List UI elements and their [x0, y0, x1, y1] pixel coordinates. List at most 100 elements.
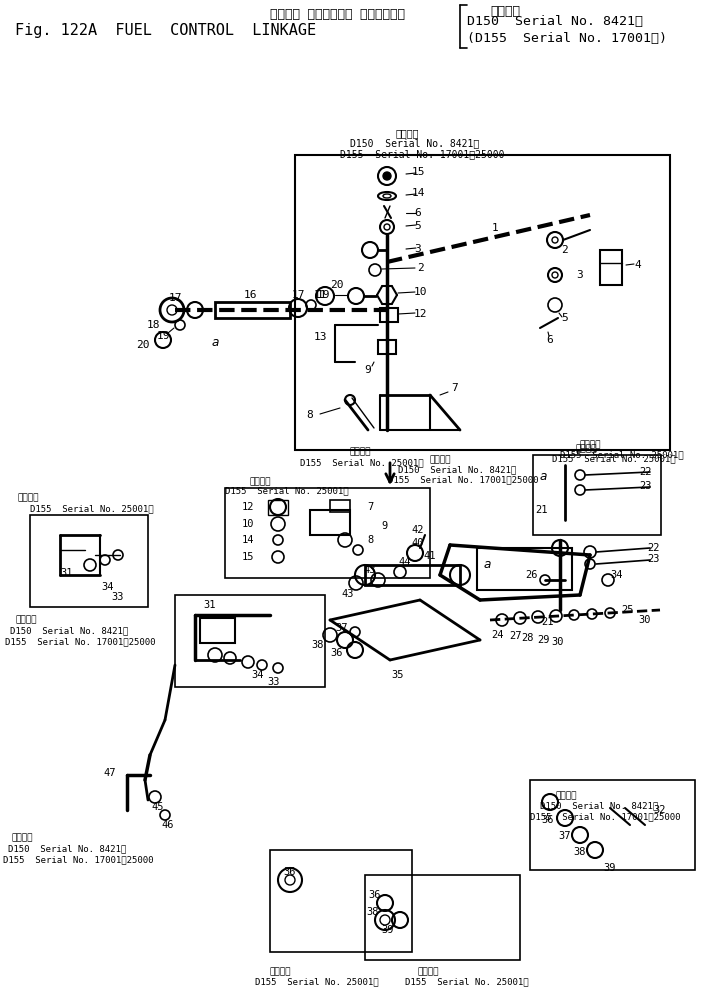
Text: 10: 10: [413, 287, 427, 297]
Text: 適用号機: 適用号機: [350, 448, 372, 457]
Text: 17: 17: [169, 293, 182, 303]
Text: 41: 41: [424, 551, 437, 561]
Text: 36: 36: [542, 815, 555, 825]
Text: D155  Serial No. 25001～: D155 Serial No. 25001～: [225, 487, 348, 496]
Text: D155  Serial No. 17001～25000: D155 Serial No. 17001～25000: [340, 149, 505, 159]
Text: D150  Serial No. 8421～: D150 Serial No. 8421～: [540, 802, 658, 811]
Text: 12: 12: [242, 502, 255, 512]
Text: 2: 2: [562, 245, 568, 255]
Bar: [225, 488, 430, 578]
Text: 32: 32: [653, 805, 666, 815]
Bar: [215, 302, 290, 318]
Text: 36: 36: [284, 867, 296, 877]
Text: 25: 25: [621, 605, 634, 615]
Bar: [600, 250, 622, 285]
Text: 6: 6: [547, 335, 553, 345]
Text: D150  Serial No. 8421～: D150 Serial No. 8421～: [398, 466, 516, 475]
Bar: [378, 340, 396, 354]
Text: 36: 36: [331, 648, 343, 658]
Circle shape: [380, 915, 390, 925]
Text: D150  Serial No. 8421～: D150 Serial No. 8421～: [467, 14, 643, 27]
Text: 2: 2: [417, 263, 423, 273]
Text: 19: 19: [156, 331, 170, 341]
Text: 26: 26: [525, 570, 538, 580]
Text: 35: 35: [392, 670, 405, 680]
Text: 39: 39: [382, 925, 395, 935]
Bar: [310, 510, 350, 535]
Text: D155  Serial No. 17001～25000: D155 Serial No. 17001～25000: [388, 476, 538, 485]
Text: 31: 31: [204, 600, 216, 610]
Text: 8: 8: [367, 535, 373, 545]
Text: フェエル コントロール リンケージ（: フェエル コントロール リンケージ（: [270, 7, 405, 20]
Text: 36: 36: [369, 890, 381, 900]
Text: 適用号機: 適用号機: [490, 4, 520, 17]
Text: D155  Serial No. 17001～25000: D155 Serial No. 17001～25000: [530, 813, 680, 822]
Text: 19: 19: [316, 290, 330, 300]
Text: D155  Serial No. 25001～: D155 Serial No. 25001～: [255, 978, 379, 987]
Text: (D155  Serial No. 17001～): (D155 Serial No. 17001～): [467, 31, 667, 44]
Text: Fig. 122A  FUEL  CONTROL  LINKAGE: Fig. 122A FUEL CONTROL LINKAGE: [15, 22, 316, 37]
Text: D155  Serial No. 17001～25000: D155 Serial No. 17001～25000: [3, 856, 154, 865]
Text: 34: 34: [611, 570, 624, 580]
Text: a: a: [539, 470, 547, 483]
Text: 適用号機: 適用号機: [575, 445, 597, 454]
Text: 適用号機: 適用号機: [555, 792, 577, 801]
Text: D150  Serial No. 8421～: D150 Serial No. 8421～: [350, 138, 479, 148]
Bar: [530, 780, 695, 870]
Text: 8: 8: [306, 410, 314, 420]
Bar: [380, 308, 398, 322]
Text: 31: 31: [60, 568, 73, 578]
Text: 37: 37: [336, 623, 348, 633]
Text: 4: 4: [635, 260, 641, 270]
Bar: [268, 500, 288, 515]
Bar: [477, 548, 572, 590]
Text: D155  Serial No. 25001～: D155 Serial No. 25001～: [552, 455, 675, 464]
Text: 適用号機: 適用号機: [430, 456, 451, 465]
Text: 20: 20: [330, 280, 343, 290]
Text: 18: 18: [146, 320, 160, 330]
Bar: [270, 850, 412, 952]
Text: 27: 27: [509, 631, 521, 641]
Bar: [175, 595, 325, 687]
Text: 23: 23: [648, 554, 661, 564]
Text: 15: 15: [411, 167, 424, 177]
Circle shape: [167, 305, 177, 315]
Text: 10: 10: [242, 519, 255, 529]
Bar: [295, 155, 670, 450]
Bar: [365, 875, 520, 960]
Text: 適用号機: 適用号機: [418, 968, 439, 977]
Text: 24: 24: [491, 630, 503, 640]
Text: 38: 38: [311, 640, 324, 650]
Text: 33: 33: [268, 677, 280, 687]
Text: 3: 3: [415, 244, 422, 254]
Text: 7: 7: [367, 502, 373, 512]
Text: 5: 5: [415, 221, 422, 231]
Text: D155  Serial No. 25001～: D155 Serial No. 25001～: [30, 504, 154, 513]
Bar: [30, 515, 148, 607]
Text: 22: 22: [648, 543, 661, 553]
Text: 適用号機: 適用号機: [250, 478, 272, 487]
Text: 9: 9: [365, 365, 371, 375]
Text: 42: 42: [412, 525, 424, 535]
Text: 9: 9: [382, 521, 388, 531]
Text: 33: 33: [112, 592, 124, 602]
Text: 適用号機: 適用号機: [270, 968, 292, 977]
Text: a: a: [211, 336, 219, 349]
Text: 38: 38: [574, 847, 587, 857]
Text: D150  Serial No. 8421～: D150 Serial No. 8421～: [10, 626, 128, 635]
Text: 23: 23: [638, 481, 651, 491]
Bar: [365, 565, 460, 585]
Circle shape: [383, 172, 391, 180]
Text: 11: 11: [314, 290, 327, 300]
Text: 47: 47: [104, 768, 117, 778]
Text: 6: 6: [415, 208, 422, 218]
Text: D155  Serial No. 25001～: D155 Serial No. 25001～: [560, 451, 683, 460]
Text: 12: 12: [413, 309, 427, 319]
Text: 43: 43: [364, 565, 376, 575]
Text: 30: 30: [638, 615, 651, 625]
Text: 22: 22: [638, 467, 651, 477]
Text: 適用号機: 適用号機: [12, 834, 33, 843]
Text: 45: 45: [151, 802, 164, 812]
Text: 3: 3: [577, 270, 583, 280]
Text: 適用号機: 適用号機: [18, 494, 40, 502]
